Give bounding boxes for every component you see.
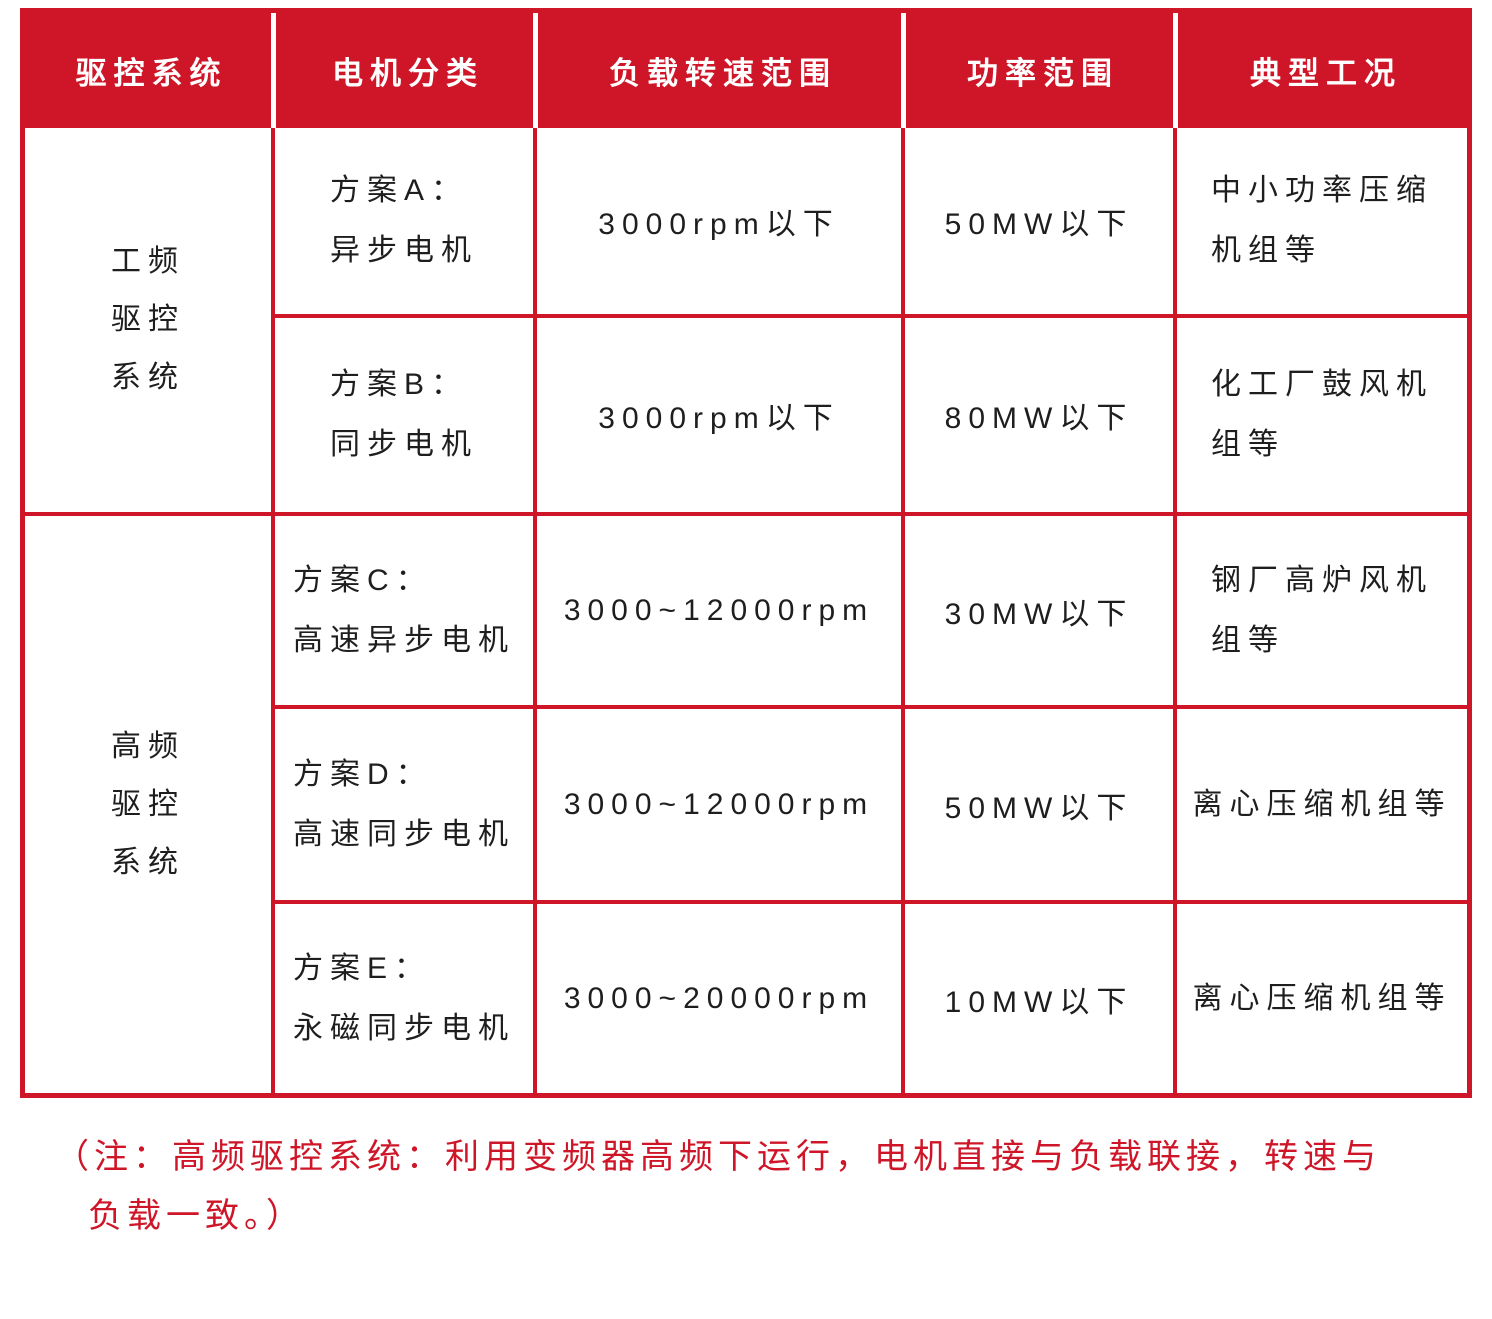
application-line: 离心压缩机组等	[1192, 787, 1452, 821]
group-line: 高频	[111, 729, 185, 763]
application-line: 离心压缩机组等	[1192, 981, 1452, 1015]
group-line: 驱控	[111, 303, 185, 336]
application-line: 组等	[1211, 623, 1285, 657]
header-cell-power-range: 功率范围	[901, 13, 1173, 128]
cell-scheme-c-application: 钢厂高炉风机 组等	[1173, 512, 1467, 705]
footnote-line-2: 负载一致。）	[88, 1197, 305, 1235]
cell-scheme-d-power: 50MW以下	[901, 705, 1173, 900]
header-cell-drive-system: 驱控系统	[25, 13, 271, 128]
group-line: 驱控	[111, 787, 185, 821]
motor-line: 方案D：	[293, 757, 433, 791]
group-line: 系统	[111, 845, 185, 879]
cell-scheme-c-motor: 方案C： 高速异步电机	[271, 512, 533, 705]
group-cell-line-frequency-system: 工频 驱控 系统	[25, 128, 271, 512]
cell-scheme-a-motor: 方案A： 异步电机	[271, 128, 533, 314]
application-line: 组等	[1211, 428, 1285, 461]
application-line: 机组等	[1211, 234, 1322, 267]
cell-scheme-b-speed: 3000rpm以下	[533, 314, 901, 512]
group-line: 系统	[111, 361, 185, 394]
cell-scheme-e-power: 10MW以下	[901, 900, 1173, 1093]
motor-line: 同步电机	[330, 428, 478, 461]
application-line: 化工厂鼓风机	[1211, 368, 1433, 401]
cell-scheme-d-application: 离心压缩机组等	[1173, 705, 1467, 900]
cell-scheme-c-power: 30MW以下	[901, 512, 1173, 705]
cell-scheme-b-application: 化工厂鼓风机 组等	[1173, 314, 1467, 512]
motor-line: 方案E：	[293, 951, 432, 985]
motor-spec-table: 驱控系统 电机分类 负载转速范围 功率范围 典型工况 工频 驱控 系统 方案A：…	[20, 8, 1472, 1098]
motor-line: 高速同步电机	[293, 817, 515, 851]
cell-scheme-e-application: 离心压缩机组等	[1173, 900, 1467, 1093]
cell-scheme-c-speed: 3000~12000rpm	[533, 512, 901, 705]
motor-line: 异步电机	[330, 234, 478, 267]
cell-scheme-a-power: 50MW以下	[901, 128, 1173, 314]
cell-scheme-d-speed: 3000~12000rpm	[533, 705, 901, 900]
group-line: 工频	[111, 245, 185, 278]
motor-line: 方案C：	[293, 563, 433, 597]
group-cell-high-frequency-system: 高频 驱控 系统	[25, 512, 271, 1093]
motor-line: 方案B：	[330, 368, 469, 401]
cell-scheme-a-speed: 3000rpm以下	[533, 128, 901, 314]
application-line: 钢厂高炉风机	[1211, 563, 1433, 597]
footnote: （注：高频驱控系统：利用变频器高频下运行，电机直接与负载联接，转速与 负载一致。…	[55, 1128, 1381, 1246]
motor-line: 高速异步电机	[293, 623, 515, 657]
cell-scheme-e-speed: 3000~20000rpm	[533, 900, 901, 1093]
motor-line: 永磁同步电机	[293, 1011, 515, 1045]
cell-scheme-e-motor: 方案E： 永磁同步电机	[271, 900, 533, 1093]
header-cell-typical-duty: 典型工况	[1173, 13, 1467, 128]
application-line: 中小功率压缩	[1211, 174, 1433, 207]
cell-scheme-b-motor: 方案B： 同步电机	[271, 314, 533, 512]
header-cell-motor-type: 电机分类	[271, 13, 533, 128]
cell-scheme-d-motor: 方案D： 高速同步电机	[271, 705, 533, 900]
cell-scheme-b-power: 80MW以下	[901, 314, 1173, 512]
cell-scheme-a-application: 中小功率压缩 机组等	[1173, 128, 1467, 314]
motor-line: 方案A：	[330, 174, 469, 207]
footnote-line-1: （注：高频驱控系统：利用变频器高频下运行，电机直接与负载联接，转速与	[55, 1138, 1381, 1176]
header-cell-speed-range: 负载转速范围	[533, 13, 901, 128]
